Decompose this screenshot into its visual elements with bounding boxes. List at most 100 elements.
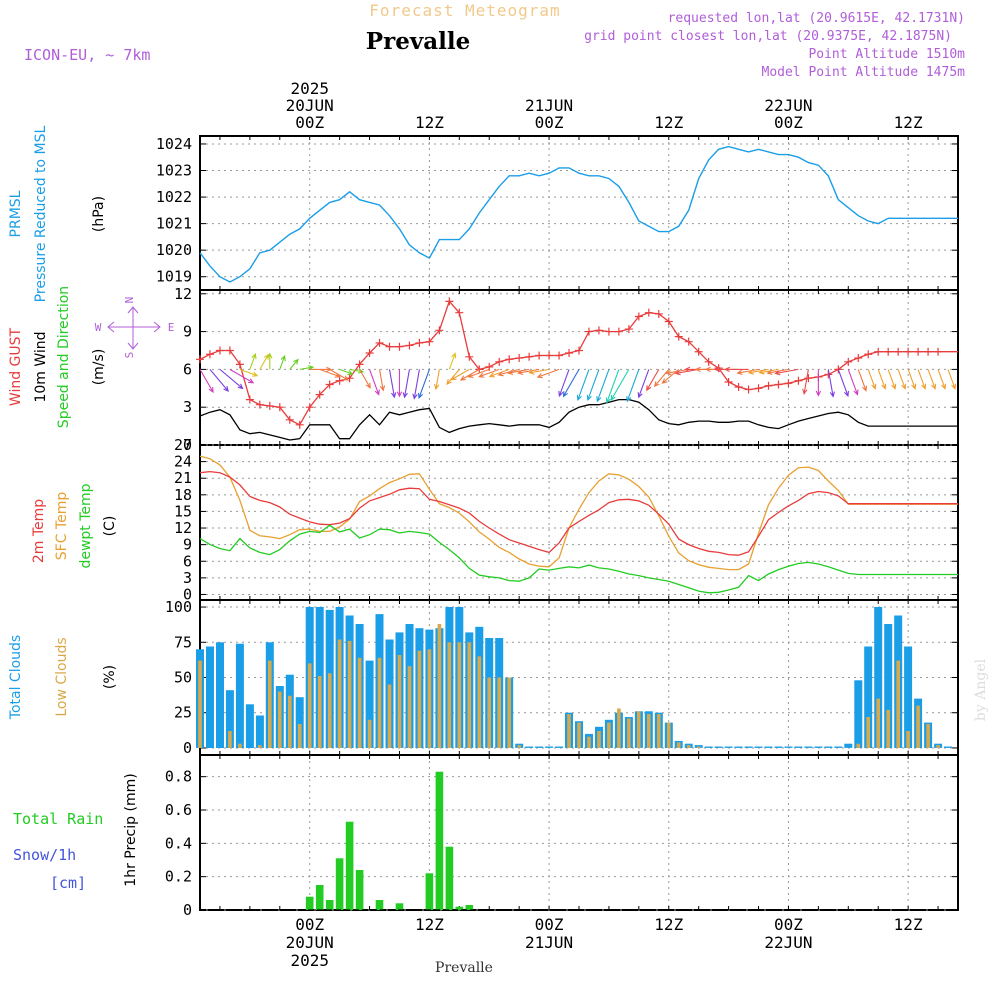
y-tick-label: 24 [174, 453, 192, 471]
rain-bar [325, 900, 334, 910]
low-cloud-bar [268, 660, 272, 748]
watermark: by Angel [973, 658, 989, 721]
pressure-line [199, 145, 958, 283]
time-label-bottom: 20JUN [286, 933, 334, 952]
low-cloud-bar [597, 731, 601, 748]
y-tick-label: 1019 [156, 268, 192, 286]
gust-marker [315, 390, 324, 399]
time-label-top: 00Z [535, 113, 564, 132]
gust-marker [295, 420, 304, 429]
gust-marker [505, 355, 514, 364]
ylabel-cloud-unit: (%) [102, 665, 118, 689]
total-cloud-bar [854, 680, 863, 748]
compass-s: S [123, 352, 136, 359]
gust-marker [774, 380, 783, 389]
total-cloud-bar [295, 697, 304, 748]
gust-marker [495, 357, 504, 366]
low-cloud-bar [467, 642, 472, 748]
wind-direction-arrow [434, 369, 440, 391]
total-cloud-bar [814, 746, 823, 748]
wind-direction-arrow [528, 368, 550, 375]
time-label-top: 00Z [774, 113, 803, 132]
wind-direction-arrow [646, 369, 660, 392]
low-cloud-bar [447, 642, 452, 748]
time-label-bottom: 22JUN [764, 933, 812, 952]
time-label-top: 12Z [894, 113, 923, 132]
low-cloud-bar [238, 743, 242, 748]
wind-direction-arrow [249, 352, 257, 370]
gust-marker [465, 352, 474, 361]
wind-direction-arrow [396, 369, 403, 398]
wind-direction-arrow [723, 366, 749, 373]
gust-marker [904, 347, 913, 356]
low-cloud-bar [696, 746, 701, 748]
low-cloud-bar [417, 650, 422, 748]
low-cloud-bar [567, 714, 571, 748]
gust-marker [225, 346, 234, 355]
wind-direction-arrow [562, 369, 580, 398]
low-cloud-bar [288, 695, 292, 748]
requested-coords: requested lon,lat (20.9615E, 42.1731N) [668, 11, 965, 26]
y-tick-label: 6 [183, 552, 192, 570]
y-tick-label: 27 [174, 436, 192, 454]
low-cloud-bar [377, 657, 382, 748]
dewpt-line [199, 524, 958, 594]
low-cloud-bar [258, 745, 262, 748]
y-tick-label: 3 [183, 569, 192, 587]
y-tick-label: 9 [183, 323, 192, 341]
wind-direction-arrow [507, 368, 530, 375]
y-tick-label: 100 [165, 598, 192, 616]
gust-marker [445, 297, 454, 306]
total-cloud-bar [864, 646, 873, 748]
label-total-rain: Total Rain [13, 810, 103, 828]
time-label-bottom: 00Z [535, 915, 564, 934]
rain-bar [465, 905, 474, 910]
ylabel-10m-wind: 10m Wind [33, 331, 49, 402]
gust-marker [614, 327, 623, 336]
wind-direction-arrow [802, 369, 809, 395]
footer-location: Prevalle [435, 960, 493, 976]
ylabel-low-clouds: Low Clouds [54, 637, 70, 716]
gust-marker [365, 349, 374, 358]
ylabel-total-clouds: Total Clouds [8, 635, 24, 720]
wind-direction-arrow [877, 369, 887, 390]
rain-bar [305, 896, 314, 910]
ylabel-pressure: Pressure Reduced to MSL [33, 125, 49, 302]
gust-marker [245, 395, 254, 404]
low-cloud-bar [477, 656, 482, 748]
model-label: ICON-EU, ~ 7km [24, 46, 150, 64]
wind-direction-arrow [558, 369, 570, 398]
location-title: Prevalle [366, 28, 470, 55]
total-cloud-bar [784, 746, 793, 748]
panel-frame [199, 289, 959, 446]
gust-marker [664, 317, 673, 326]
ylabel-temp-unit: (C) [102, 516, 118, 537]
wind-direction-arrow [279, 354, 286, 370]
y-tick-label: 0 [183, 739, 192, 757]
rain-bar [445, 846, 454, 910]
gust-marker [874, 347, 883, 356]
total-cloud-bar [216, 642, 224, 748]
wind-direction-arrow [478, 368, 500, 378]
wind-direction-arrow [736, 368, 759, 375]
y-tick-label: 12 [174, 519, 192, 537]
low-cloud-bar [497, 677, 501, 748]
gust-marker [455, 308, 464, 317]
gust-marker [764, 381, 773, 390]
gust-marker [555, 351, 564, 360]
ylabel-speed-direction: Speed and Direction [56, 286, 72, 428]
wind-direction-arrow [388, 369, 397, 399]
total-cloud-bar [704, 746, 713, 748]
total-cloud-bar [255, 715, 264, 748]
y-tick-label: 15 [174, 502, 192, 520]
time-label-bottom: 00Z [295, 915, 324, 934]
low-cloud-bar [327, 673, 332, 748]
low-cloud-bar [198, 660, 202, 748]
t2m-line [199, 470, 958, 556]
gust-marker [565, 349, 574, 358]
gust-marker [604, 327, 613, 336]
chart-title: Forecast Meteogram [369, 1, 560, 20]
gust-marker [275, 403, 284, 412]
wind-direction-arrow [402, 369, 410, 399]
gust-marker [205, 350, 214, 359]
